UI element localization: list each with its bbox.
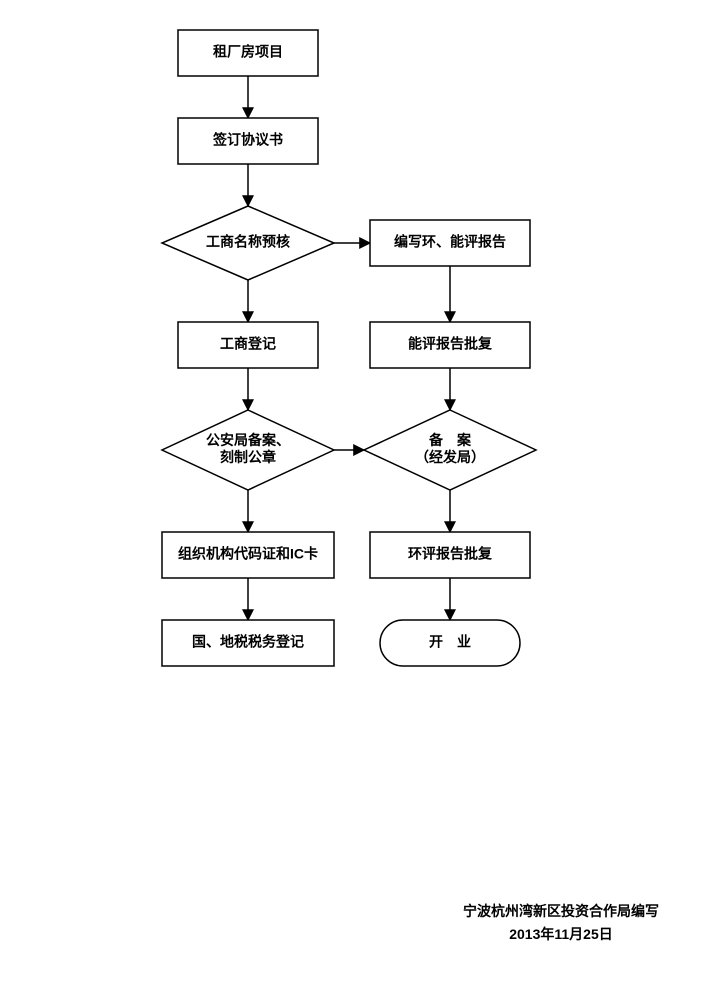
node-n12: 开 业	[380, 620, 520, 666]
node-label: 组织机构代码证和IC卡	[178, 546, 318, 562]
node-n4: 编写环、能评报告	[370, 220, 530, 266]
node-label: 刻制公章	[220, 449, 276, 465]
node-label: 备 案	[428, 432, 472, 448]
footer: 宁波杭州湾新区投资合作局编写 2013年11月25日	[463, 900, 659, 945]
node-n11: 国、地税税务登记	[162, 620, 334, 666]
node-n1: 租厂房项目	[178, 30, 318, 76]
node-label: 能评报告批复	[408, 336, 493, 352]
node-n7: 公安局备案、刻制公章	[162, 410, 334, 490]
node-label: 工商登记	[220, 336, 276, 352]
node-label: 环评报告批复	[408, 546, 493, 562]
node-n6: 能评报告批复	[370, 322, 530, 368]
node-label: 租厂房项目	[213, 44, 283, 60]
footer-author: 宁波杭州湾新区投资合作局编写	[463, 900, 659, 922]
node-n8: 备 案（经发局）	[364, 410, 536, 490]
node-n5: 工商登记	[178, 322, 318, 368]
footer-date: 2013年11月25日	[463, 923, 659, 945]
node-label: 公安局备案、	[206, 432, 290, 448]
node-label: 国、地税税务登记	[192, 634, 304, 650]
node-n2: 签订协议书	[178, 118, 318, 164]
node-label: 工商名称预核	[206, 234, 290, 250]
node-label: 开 业	[429, 634, 471, 650]
node-n9: 组织机构代码证和IC卡	[162, 532, 334, 578]
node-label: 编写环、能评报告	[394, 234, 506, 250]
flowchart-canvas: 租厂房项目签订协议书工商名称预核 编写环、能评报告工商登记 能评报告批复公安局备案、…	[0, 0, 719, 1000]
node-n10: 环评报告批复	[370, 532, 530, 578]
node-label: （经发局）	[415, 449, 485, 465]
node-n3: 工商名称预核	[162, 206, 334, 280]
node-label: 签订协议书	[212, 132, 283, 148]
